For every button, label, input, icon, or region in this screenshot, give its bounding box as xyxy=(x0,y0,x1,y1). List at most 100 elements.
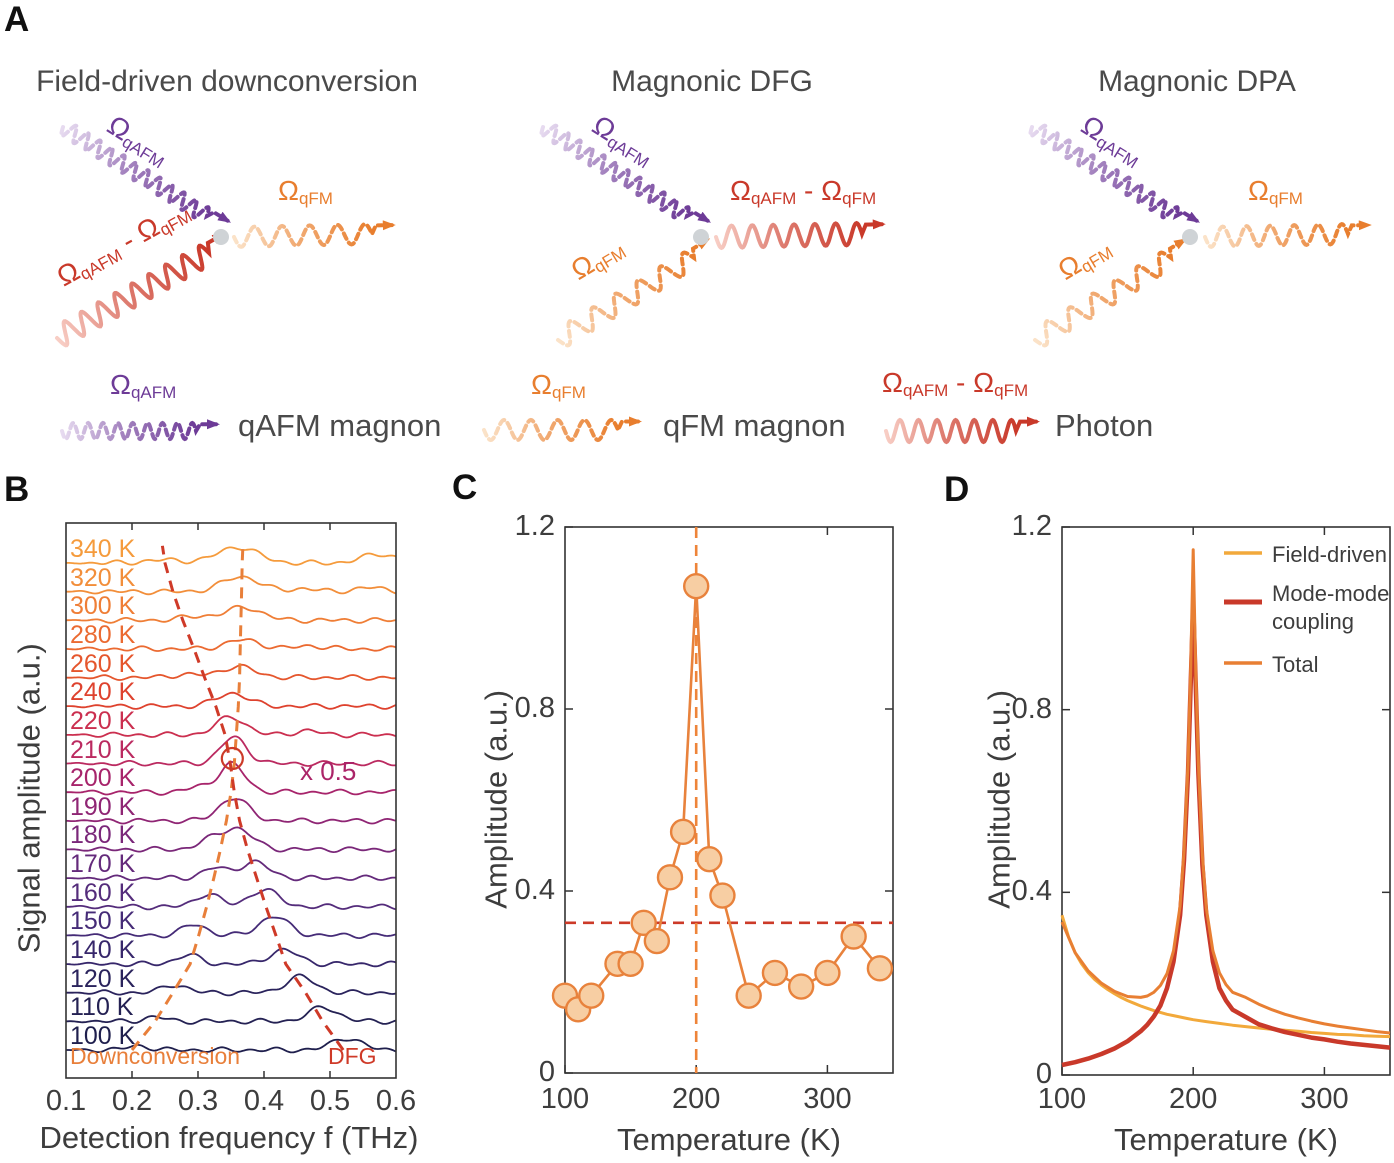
interaction-dot xyxy=(1182,229,1198,245)
interaction-dot xyxy=(693,229,709,245)
b-xtick-label: 0.4 xyxy=(243,1085,285,1117)
b-xaxis-title: Detection frequency f (THz) xyxy=(39,1120,419,1155)
spectrum-curve-280k xyxy=(66,638,396,652)
b-annotation-scale: x 0.5 xyxy=(300,756,357,786)
wavy-arrow-qafm-input xyxy=(1028,123,1201,223)
panel-letter-d: D xyxy=(944,470,970,509)
d-ytick-label: 0.4 xyxy=(1011,875,1052,908)
panel-letter-c: C xyxy=(452,468,478,507)
b-temp-label-110: 110 K xyxy=(70,993,134,1022)
d-legend-label-0: Field-driven xyxy=(1272,542,1387,567)
legend-wave-qafm xyxy=(60,419,220,442)
b-peak-circle xyxy=(220,746,244,771)
omega-label-legend-2: ΩqAFM - ΩqFM xyxy=(882,367,1029,401)
spectrum-curve-340k xyxy=(66,546,396,566)
b-temp-label-280: 280 K xyxy=(70,620,136,649)
b-temp-label-100: 100 K xyxy=(70,1021,136,1050)
omega-label-legend-0: ΩqAFM xyxy=(110,369,177,403)
spectrum-curve-120k xyxy=(66,973,396,997)
legend-wave-qfm xyxy=(482,416,642,443)
spectrum-curve-180k xyxy=(66,826,396,854)
b-guide-dfg xyxy=(160,545,345,1051)
c-data-point xyxy=(630,909,657,937)
c-data-point xyxy=(643,927,671,955)
b-xtick-label: 0.1 xyxy=(45,1085,87,1117)
d-xtick-label: 100 xyxy=(1037,1083,1087,1115)
b-xtick-label: 0.2 xyxy=(111,1085,153,1117)
c-data-line xyxy=(564,586,881,1012)
b-temp-label-210: 210 K xyxy=(70,735,136,764)
b-temp-label-320: 320 K xyxy=(70,563,136,592)
b-temp-label-160: 160 K xyxy=(70,878,136,907)
d-series-field-driven xyxy=(1060,914,1391,1039)
wavy-arrow-photon-output xyxy=(714,219,886,251)
d-ytick-label: 0.8 xyxy=(1011,692,1052,725)
d-xaxis-title: Temperature (K) xyxy=(1114,1122,1338,1157)
c-data-point xyxy=(787,973,815,1000)
c-data-point xyxy=(656,864,684,891)
b-xtick-label: 0.5 xyxy=(309,1085,351,1117)
spectrum-curve-140k xyxy=(66,947,396,968)
d-legend-label-1: Mode-mode coupling xyxy=(1272,581,1390,635)
panel-letter-b: B xyxy=(4,470,30,509)
panel-letter-a: A xyxy=(4,0,30,39)
legend-wave-photon xyxy=(884,416,1040,445)
wavy-arrow-photon-input xyxy=(55,233,226,348)
d-axes-box xyxy=(1061,526,1391,1076)
d-ytick-label: 0 xyxy=(1035,1058,1052,1090)
b-guide-downconversion xyxy=(130,545,245,1051)
c-ytick-label: 0.4 xyxy=(514,874,555,906)
b-annotation-dfg: DFG xyxy=(328,1043,377,1069)
legend-text-qafm-magnon: qAFM magnon xyxy=(238,408,442,443)
d-xtick-label: 200 xyxy=(1168,1083,1218,1115)
c-data-point xyxy=(840,923,867,950)
d-yaxis-title: Amplitude (a.u.) xyxy=(981,689,1017,909)
legend-text-qfm-magnon: qFM magnon xyxy=(663,408,846,443)
b-temp-label-200: 200 K xyxy=(70,764,136,793)
c-data-point xyxy=(696,845,723,873)
spectrum-curve-170k xyxy=(66,859,396,882)
wavy-arrow-qfm-output xyxy=(232,220,396,249)
wavy-arrow-qfm-input xyxy=(556,238,711,348)
c-data-point xyxy=(866,955,894,982)
spectrum-curve-100k xyxy=(66,1038,396,1054)
c-data-point xyxy=(709,882,736,909)
c-data-point xyxy=(814,959,841,987)
interaction-dot xyxy=(213,229,229,245)
b-yaxis-title: Signal amplitude (a.u.) xyxy=(11,643,47,954)
spectrum-curve-210k xyxy=(66,735,396,767)
d-ytick-label: 1.2 xyxy=(1011,510,1052,542)
b-temp-label-170: 170 K xyxy=(70,850,136,879)
omega-label-d1-2: ΩqAFM - ΩqFM xyxy=(730,175,877,209)
c-ytick-label: 1.2 xyxy=(514,510,555,542)
b-temp-label-220: 220 K xyxy=(70,706,136,735)
b-temp-label-140: 140 K xyxy=(70,936,136,965)
c-xtick-label: 300 xyxy=(803,1083,852,1115)
spectrum-curve-220k xyxy=(66,715,396,739)
wavy-arrow-qafm-input xyxy=(59,123,232,223)
d-series-mode-mode-coupling xyxy=(1061,602,1391,1068)
wavy-arrow-qafm-input xyxy=(539,123,712,223)
omega-label-legend-1: ΩqFM xyxy=(531,369,586,403)
c-yaxis-title: Amplitude (a.u.) xyxy=(478,689,514,909)
diagram-title-downconversion: Field-driven downconversion xyxy=(36,65,418,98)
legend-text-photon: Photon xyxy=(1055,408,1154,443)
b-temp-label-240: 240 K xyxy=(70,678,136,707)
d-xtick-label: 300 xyxy=(1300,1083,1349,1115)
c-data-point xyxy=(761,959,789,987)
b-xtick-label: 0.6 xyxy=(375,1085,417,1117)
c-ytick-label: 0.8 xyxy=(514,692,555,724)
b-temp-label-120: 120 K xyxy=(70,964,136,993)
b-temp-label-340: 340 K xyxy=(70,535,136,563)
c-data-point xyxy=(669,818,697,846)
spectrum-curve-160k xyxy=(66,887,396,911)
diagram-title-dfg: Magnonic DFG xyxy=(611,65,813,98)
d-legend-label-2: Total xyxy=(1272,652,1319,677)
b-xtick-label: 0.3 xyxy=(177,1085,219,1117)
b-temp-label-300: 300 K xyxy=(70,592,136,621)
b-plot-area xyxy=(66,545,396,1054)
c-xtick-label: 200 xyxy=(671,1083,721,1115)
spectrum-curve-260k xyxy=(66,663,396,681)
spectrum-curve-150k xyxy=(66,916,396,940)
